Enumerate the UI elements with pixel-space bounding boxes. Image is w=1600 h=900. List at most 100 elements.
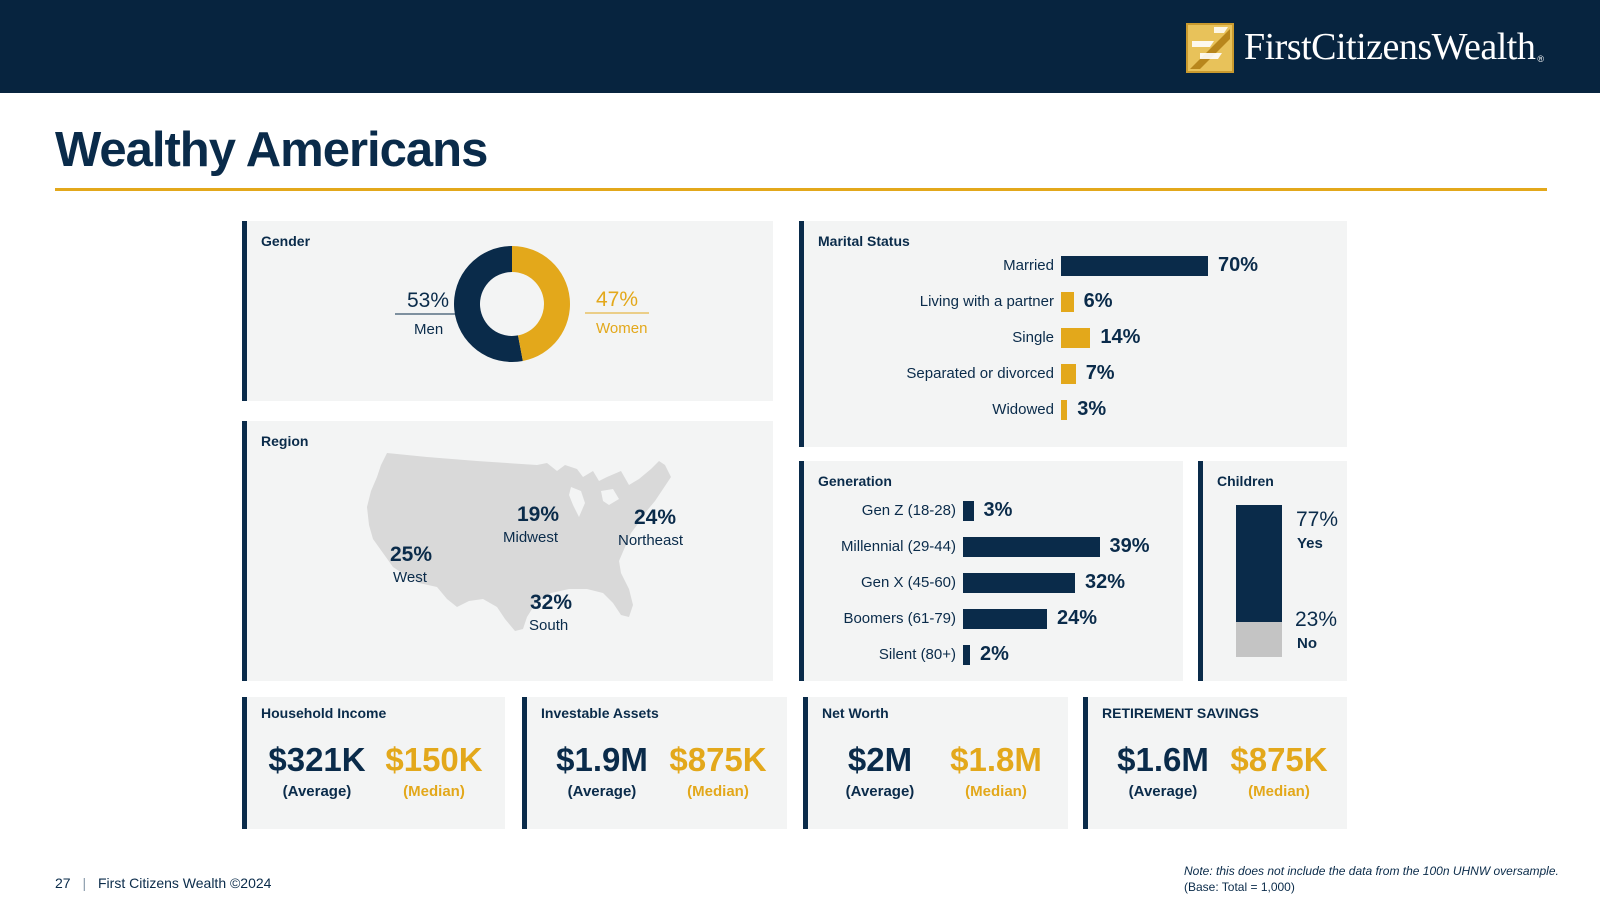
bar-value-label: 6% bbox=[1083, 290, 1113, 312]
generation-title: Generation bbox=[818, 473, 892, 489]
stat-title: Household Income bbox=[261, 705, 387, 721]
children-no-pct: 23% bbox=[1295, 608, 1338, 631]
stat-average-value: $1.9M bbox=[556, 741, 648, 778]
stat-median-value: $875K bbox=[669, 741, 767, 778]
bar-value-label: 3% bbox=[983, 499, 1013, 521]
children-no-segment bbox=[1236, 622, 1282, 657]
stat-panel-household-income: Household Income $321K $150K (Average) (… bbox=[242, 697, 505, 829]
bar bbox=[963, 501, 974, 521]
bar bbox=[1061, 364, 1076, 384]
men-pct: 53% bbox=[407, 289, 450, 312]
children-stacked-bar bbox=[1236, 505, 1282, 657]
bar-value-label: 39% bbox=[1109, 535, 1150, 557]
stat-median-label: (Median) bbox=[403, 783, 465, 800]
bar bbox=[963, 573, 1075, 593]
gender-donut bbox=[395, 246, 649, 362]
title-rule bbox=[55, 188, 1547, 191]
stat-median-label: (Median) bbox=[965, 783, 1027, 800]
bar-label: Silent (80+) bbox=[878, 646, 956, 663]
page-number: 27 bbox=[55, 875, 71, 891]
footer-base: (Base: Total = 1,000) bbox=[1184, 880, 1295, 894]
footer-left: 27 | First Citizens Wealth ©2024 bbox=[55, 875, 271, 891]
region-south-pct: 32% bbox=[530, 591, 573, 614]
stat-average-label: (Average) bbox=[282, 783, 352, 800]
children-panel: Children 77% Yes 23% No bbox=[1198, 461, 1347, 681]
stat-average-value: $1.6M bbox=[1117, 741, 1209, 778]
bar bbox=[963, 645, 970, 665]
stat-panel-retirement-savings: RETIREMENT SAVINGS $1.6M $875K (Average)… bbox=[1083, 697, 1347, 829]
region-south-label: South bbox=[529, 617, 569, 634]
gender-panel: Gender 53% Men 47% Women bbox=[242, 221, 773, 401]
bar-value-label: 7% bbox=[1085, 362, 1115, 384]
registered-mark: ® bbox=[1537, 54, 1544, 64]
footer-separator: | bbox=[82, 875, 87, 891]
stat-median-value: $875K bbox=[1230, 741, 1328, 778]
bar-label: Gen X (45-60) bbox=[860, 574, 956, 591]
bar-value-label: 3% bbox=[1077, 398, 1107, 420]
region-west-pct: 25% bbox=[390, 543, 433, 566]
marital-panel: Marital Status Married 70% Living with a p… bbox=[799, 221, 1347, 447]
stat-average-label: (Average) bbox=[1128, 783, 1198, 800]
gender-title: Gender bbox=[261, 233, 311, 249]
bar-value-label: 32% bbox=[1085, 571, 1126, 593]
bar-label: Single bbox=[1012, 329, 1054, 346]
children-no-label: No bbox=[1297, 635, 1317, 652]
stat-title: Investable Assets bbox=[541, 705, 659, 721]
us-map-icon bbox=[367, 453, 671, 631]
bar bbox=[1061, 292, 1074, 312]
marital-title: Marital Status bbox=[818, 233, 910, 249]
stat-median-label: (Median) bbox=[1248, 783, 1310, 800]
bar-label: Widowed bbox=[992, 401, 1054, 418]
bar bbox=[1061, 328, 1091, 348]
children-yes-segment bbox=[1236, 505, 1282, 623]
brand-logo-icon bbox=[1185, 23, 1234, 73]
children-yes-pct: 77% bbox=[1296, 508, 1339, 531]
children-yes-label: Yes bbox=[1297, 535, 1323, 552]
bar bbox=[1061, 256, 1208, 276]
stat-median-value: $1.8M bbox=[950, 741, 1042, 778]
stat-average-label: (Average) bbox=[845, 783, 915, 800]
bar-value-label: 70% bbox=[1218, 254, 1259, 276]
stat-median-label: (Median) bbox=[687, 783, 749, 800]
donut-slice-women bbox=[512, 246, 570, 361]
region-west-label: West bbox=[393, 569, 427, 586]
stat-title: Net Worth bbox=[822, 705, 889, 721]
region-northeast-label: Northeast bbox=[618, 532, 684, 549]
bar bbox=[963, 537, 1100, 557]
bar-label: Boomers (61-79) bbox=[843, 610, 956, 627]
bar-label: Separated or divorced bbox=[906, 365, 1054, 382]
footer-note: Note: this does not include the data fro… bbox=[1184, 864, 1559, 878]
region-northeast-pct: 24% bbox=[634, 506, 677, 529]
bar-value-label: 14% bbox=[1100, 326, 1141, 348]
region-panel: Region 25% West 19% Midwest 24% Northeas… bbox=[242, 421, 773, 681]
bar-value-label: 24% bbox=[1057, 607, 1098, 629]
brand-logo[interactable]: FirstCitizensWealth ® bbox=[1184, 18, 1544, 76]
stat-average-value: $2M bbox=[847, 741, 913, 778]
region-midwest-label: Midwest bbox=[503, 529, 559, 546]
women-label: Women bbox=[596, 320, 648, 337]
region-title: Region bbox=[261, 433, 309, 449]
stat-panel-net-worth: Net Worth $2M $1.8M (Average) (Median) bbox=[803, 697, 1068, 829]
bar-value-label: 2% bbox=[980, 643, 1009, 665]
bar bbox=[963, 609, 1047, 629]
stat-panel-investable-assets: Investable Assets $1.9M $875K (Average) … bbox=[522, 697, 787, 829]
footer-copyright: First Citizens Wealth ©2024 bbox=[98, 875, 272, 891]
stat-title: RETIREMENT SAVINGS bbox=[1102, 705, 1259, 721]
men-label: Men bbox=[414, 321, 444, 338]
header-bar: FirstCitizensWealth ® bbox=[0, 0, 1600, 93]
women-pct: 47% bbox=[596, 288, 639, 311]
children-title: Children bbox=[1217, 473, 1274, 489]
bar-label: Married bbox=[1003, 257, 1054, 274]
bar-label: Gen Z (18-28) bbox=[861, 502, 956, 519]
bar-label: Living with a partner bbox=[919, 293, 1054, 310]
generation-panel: Generation Gen Z (18-28) 3% Millennial (29… bbox=[799, 461, 1183, 681]
bar-label: Millennial (29-44) bbox=[840, 538, 956, 555]
region-midwest-pct: 19% bbox=[517, 503, 560, 526]
bar bbox=[1061, 400, 1068, 420]
stat-average-value: $321K bbox=[268, 741, 366, 778]
stat-average-label: (Average) bbox=[567, 783, 637, 800]
page-title: Wealthy Americans bbox=[55, 123, 488, 177]
brand-name: FirstCitizensWealth bbox=[1243, 26, 1536, 68]
stat-median-value: $150K bbox=[385, 741, 483, 778]
donut-slice-men bbox=[454, 246, 523, 362]
